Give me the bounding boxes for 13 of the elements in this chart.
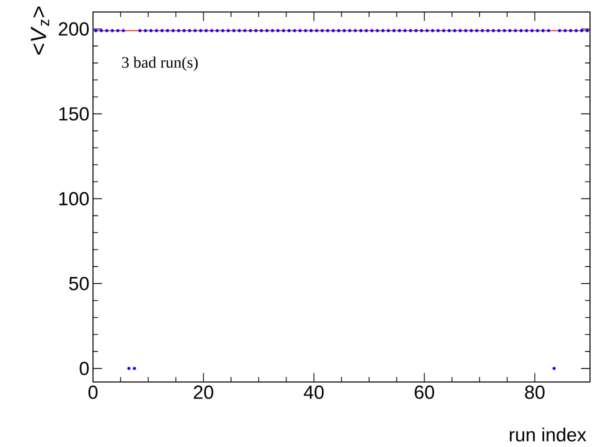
annotation: 3 bad run(s) [122,56,198,72]
y-tick-label: 100 [59,192,89,206]
y-tick-label: 0 [80,362,89,376]
y-tick-label: 200 [58,22,89,36]
x-tick-label: 20 [194,386,214,399]
y-tick-label: 150 [59,107,89,121]
y-axis-title: <V$_{z}$> [30,6,50,55]
x-tick-label: 60 [414,386,434,399]
x-tick-label: 40 [304,386,324,399]
x-tick-label: 80 [525,386,545,399]
y-tick-label: 50 [69,276,89,290]
x-axis-title: run index [510,428,586,442]
x-tick-label: 0 [88,386,98,399]
